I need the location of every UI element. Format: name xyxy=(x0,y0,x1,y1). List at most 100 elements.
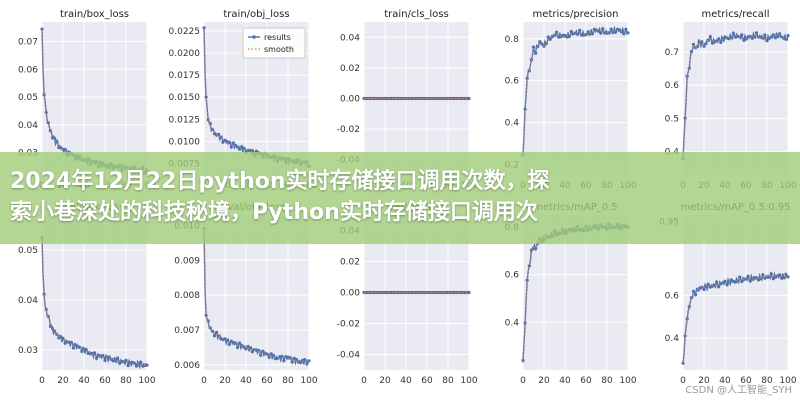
result-point xyxy=(229,145,233,149)
x-tick-label: 80 xyxy=(120,376,132,386)
x-tick-label: 20 xyxy=(698,376,710,386)
x-tick-label: 40 xyxy=(240,376,252,386)
result-point xyxy=(769,272,773,276)
result-point xyxy=(740,279,744,284)
y-tick-label: 0.05 xyxy=(18,93,38,103)
result-point xyxy=(137,362,141,366)
smooth-line xyxy=(41,234,148,366)
result-point xyxy=(746,274,750,278)
result-point xyxy=(290,360,294,364)
y-tick-label: 0.02 xyxy=(340,64,360,74)
result-point xyxy=(725,283,729,287)
x-tick-label: 80 xyxy=(282,376,294,386)
result-point xyxy=(92,351,97,355)
x-tick-label: 0 xyxy=(520,376,526,386)
y-tick-label: 0.008 xyxy=(174,291,200,301)
result-point xyxy=(238,147,242,151)
x-tick-label: 60 xyxy=(421,376,433,386)
result-point xyxy=(204,313,208,317)
result-point xyxy=(717,37,721,41)
result-point xyxy=(704,41,708,46)
subplot-title: train/obj_loss xyxy=(223,9,289,20)
x-tick-label: 100 xyxy=(779,376,796,386)
y-tick-label: 0.5 xyxy=(665,114,679,124)
result-point xyxy=(206,319,210,323)
y-tick-label: 0.7 xyxy=(665,48,679,58)
x-tick-label: 0 xyxy=(680,376,686,386)
smooth-line xyxy=(682,34,789,159)
y-tick-label: 0.0125 xyxy=(169,115,201,125)
y-tick-label: 0.4 xyxy=(505,119,520,129)
y-tick-label: 0.03 xyxy=(18,346,38,356)
result-point xyxy=(95,356,99,360)
result-point xyxy=(626,31,630,35)
result-point xyxy=(233,143,238,147)
y-tick-label: 0.04 xyxy=(340,33,360,43)
result-point xyxy=(700,40,704,44)
csdn-watermark: CSDN @人工智能_SYH xyxy=(685,385,792,396)
result-point xyxy=(244,347,248,351)
result-point xyxy=(702,287,706,291)
x-tick-label: 60 xyxy=(99,376,111,386)
smooth-line xyxy=(203,28,310,164)
x-tick-label: 60 xyxy=(261,376,273,386)
result-point xyxy=(754,31,759,35)
result-point xyxy=(259,353,263,357)
result-point xyxy=(231,141,235,145)
legend-results-marker xyxy=(252,35,256,39)
result-point xyxy=(769,35,773,39)
x-tick-label: 100 xyxy=(619,376,636,386)
result-point xyxy=(778,273,782,277)
result-point xyxy=(538,40,542,44)
result-point xyxy=(221,140,225,144)
y-tick-label: 0.00 xyxy=(340,289,360,299)
x-tick-label: 0 xyxy=(201,376,207,386)
result-point xyxy=(590,32,594,36)
x-tick-label: 40 xyxy=(719,376,731,386)
y-tick-label: -0.02 xyxy=(337,125,360,135)
y-tick-label: 0.6 xyxy=(505,271,520,281)
subplot-title: metrics/recall xyxy=(701,9,769,20)
subplot-title: train/box_loss xyxy=(60,9,129,20)
result-point xyxy=(624,27,628,31)
result-point xyxy=(467,96,471,101)
result-point xyxy=(261,349,265,353)
banner-line-1: 2024年12月22日python实时存储接口调用次数，探 xyxy=(10,169,550,194)
y-tick-label: 0.6 xyxy=(505,77,520,87)
result-point xyxy=(134,364,139,368)
article-title-banner: 2024年12月22日python实时存储接口调用次数，探 索小巷深处的科技秘境，… xyxy=(0,152,800,244)
result-point xyxy=(204,95,208,99)
result-point xyxy=(225,338,229,343)
result-point xyxy=(236,345,240,349)
result-point xyxy=(740,33,744,37)
result-point xyxy=(786,34,790,38)
result-point xyxy=(103,358,107,362)
result-point xyxy=(250,350,254,354)
result-point xyxy=(702,44,706,48)
result-point xyxy=(601,27,605,31)
result-point xyxy=(717,285,721,289)
y-tick-label: 0.0225 xyxy=(169,27,201,37)
result-point xyxy=(708,35,712,39)
y-tick-label: 0.006 xyxy=(174,361,200,371)
result-point xyxy=(694,293,698,297)
result-point xyxy=(467,290,471,295)
y-tick-label: 0.0100 xyxy=(169,137,201,147)
result-point xyxy=(763,33,767,37)
y-tick-label: -0.02 xyxy=(337,320,360,330)
result-point xyxy=(683,116,687,120)
result-point xyxy=(202,26,206,30)
result-point xyxy=(761,273,765,277)
result-point xyxy=(63,147,67,151)
result-point xyxy=(767,275,771,279)
result-point xyxy=(569,30,573,34)
subplot-title: metrics/precision xyxy=(533,9,619,20)
y-tick-label: 0.04 xyxy=(18,296,38,306)
y-tick-label: 0.0175 xyxy=(169,71,201,81)
result-point xyxy=(126,364,130,368)
result-point xyxy=(71,346,76,350)
x-tick-label: 40 xyxy=(559,376,571,386)
result-point xyxy=(552,33,557,37)
result-point xyxy=(80,349,84,353)
